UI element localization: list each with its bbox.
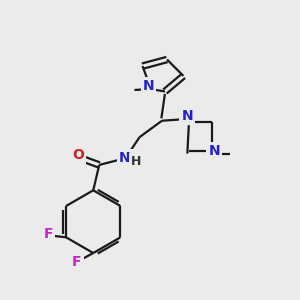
Text: F: F <box>44 227 53 242</box>
Text: H: H <box>131 155 141 168</box>
Text: F: F <box>72 255 82 269</box>
Text: N: N <box>119 151 130 165</box>
Text: O: O <box>72 148 84 162</box>
Text: N: N <box>143 79 154 93</box>
Text: N: N <box>208 144 220 158</box>
Text: N: N <box>182 109 193 123</box>
